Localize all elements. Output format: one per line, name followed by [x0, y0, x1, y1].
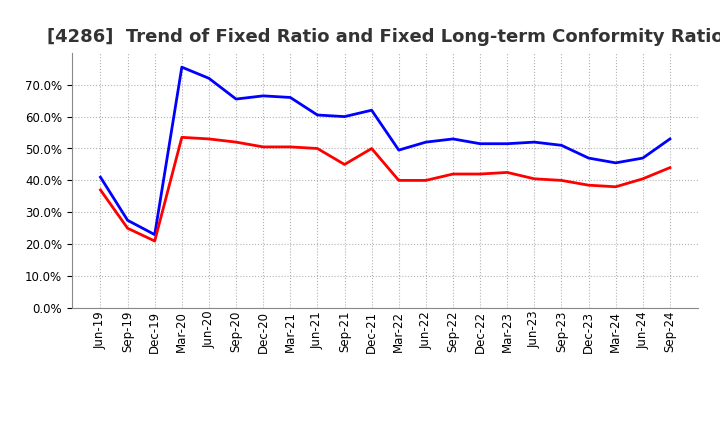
Fixed Long-term Conformity Ratio [259, 144, 268, 150]
Fixed Ratio [286, 95, 294, 100]
Fixed Ratio [665, 136, 674, 142]
Fixed Long-term Conformity Ratio [313, 146, 322, 151]
Fixed Ratio [584, 155, 593, 161]
Fixed Long-term Conformity Ratio [557, 178, 566, 183]
Fixed Ratio [259, 93, 268, 99]
Fixed Ratio [204, 76, 213, 81]
Fixed Long-term Conformity Ratio [665, 165, 674, 170]
Fixed Long-term Conformity Ratio [367, 146, 376, 151]
Fixed Ratio [639, 155, 647, 161]
Fixed Long-term Conformity Ratio [611, 184, 620, 189]
Fixed Ratio [421, 139, 430, 145]
Fixed Long-term Conformity Ratio [286, 144, 294, 150]
Fixed Long-term Conformity Ratio [530, 176, 539, 181]
Fixed Ratio [557, 143, 566, 148]
Title: [4286]  Trend of Fixed Ratio and Fixed Long-term Conformity Ratio: [4286] Trend of Fixed Ratio and Fixed Lo… [47, 28, 720, 46]
Fixed Long-term Conformity Ratio [341, 162, 349, 167]
Fixed Long-term Conformity Ratio [123, 226, 132, 231]
Fixed Ratio [530, 139, 539, 145]
Fixed Ratio [96, 175, 105, 180]
Fixed Ratio [367, 107, 376, 113]
Fixed Long-term Conformity Ratio [204, 136, 213, 142]
Fixed Long-term Conformity Ratio [476, 171, 485, 176]
Fixed Ratio [503, 141, 511, 147]
Fixed Long-term Conformity Ratio [639, 176, 647, 181]
Line: Fixed Long-term Conformity Ratio: Fixed Long-term Conformity Ratio [101, 137, 670, 241]
Fixed Ratio [611, 160, 620, 165]
Fixed Long-term Conformity Ratio [421, 178, 430, 183]
Fixed Long-term Conformity Ratio [449, 171, 457, 176]
Fixed Ratio [123, 218, 132, 223]
Fixed Long-term Conformity Ratio [395, 178, 403, 183]
Fixed Ratio [178, 65, 186, 70]
Fixed Long-term Conformity Ratio [584, 183, 593, 188]
Fixed Long-term Conformity Ratio [96, 187, 105, 193]
Fixed Ratio [449, 136, 457, 142]
Fixed Long-term Conformity Ratio [232, 139, 240, 145]
Fixed Ratio [395, 147, 403, 153]
Fixed Long-term Conformity Ratio [503, 170, 511, 175]
Fixed Ratio [476, 141, 485, 147]
Fixed Long-term Conformity Ratio [178, 135, 186, 140]
Fixed Ratio [232, 96, 240, 102]
Fixed Long-term Conformity Ratio [150, 238, 159, 244]
Fixed Ratio [150, 232, 159, 237]
Fixed Ratio [341, 114, 349, 119]
Line: Fixed Ratio: Fixed Ratio [101, 67, 670, 235]
Fixed Ratio [313, 112, 322, 117]
